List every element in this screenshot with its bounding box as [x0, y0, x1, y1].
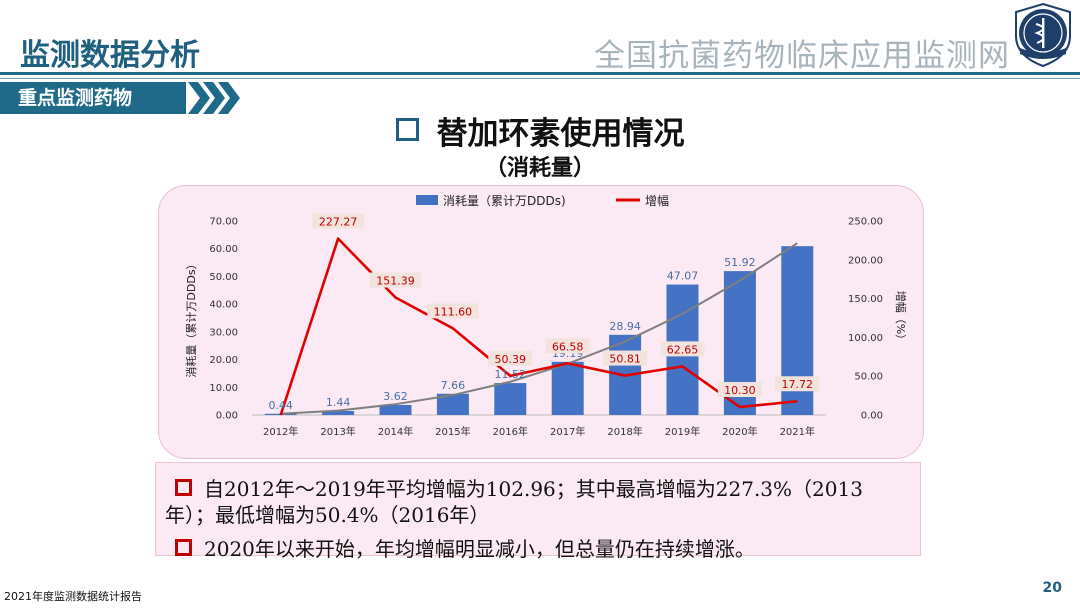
y-tick-label: 20.00: [209, 355, 238, 366]
note-item-2: 2020年以来开始，年均增幅明显减小，但总量仍在持续增涨。: [175, 533, 755, 562]
x-tick-label: 2013年: [320, 425, 355, 438]
growth-label-box: [545, 338, 590, 354]
x-tick-label: 2018年: [607, 425, 642, 438]
growth-data-label: 62.65: [667, 343, 699, 356]
y-right-tick-label: 50.00: [854, 372, 883, 383]
growth-line: [279, 237, 798, 416]
bar: [551, 361, 584, 415]
bar-data-label: 3.62: [383, 390, 408, 403]
report-name: 2021年度监测数据统计报告: [4, 590, 142, 603]
bar-data-label: 28.94: [609, 320, 641, 333]
growth-label-box: [603, 350, 648, 366]
x-tick-label: 2014年: [378, 425, 413, 438]
bar: [494, 383, 527, 415]
x-tick-label: 2020年: [722, 425, 757, 438]
y-tick-label: 50.00: [209, 272, 238, 283]
x-tick-label: 2017年: [550, 425, 585, 438]
growth-data-label: 111.60: [434, 305, 473, 318]
legend-swatch-bar: [416, 195, 438, 205]
growth-data-label: 17.72: [782, 378, 814, 391]
x-tick-label: 2012年: [263, 425, 298, 438]
section-tab: 重点监测药物: [0, 82, 186, 114]
y-tick-label: 0.00: [216, 411, 238, 422]
note-text-2: 2020年以来开始，年均增幅明显减小，但总量仍在持续增涨。: [204, 537, 755, 561]
y-right-axis-label: 增幅（%）: [894, 291, 908, 345]
note-item-1: 自2012年～2019年平均增幅为102.96；其中最高增幅为227.3%（20…: [175, 473, 863, 502]
growth-data-label: 50.39: [495, 353, 527, 366]
bar: [379, 404, 412, 415]
y-right-tick-label: 250.00: [848, 217, 883, 228]
growth-data-label: 66.58: [552, 340, 584, 353]
bar: [436, 393, 469, 415]
page-header-title: 监测数据分析: [20, 38, 200, 73]
chevron-right-icon: [188, 82, 240, 114]
x-tick-label: 2019年: [665, 425, 700, 438]
note-text-1: 自2012年～2019年平均增幅为102.96；其中最高增幅为227.3%（20…: [204, 477, 863, 501]
growth-data-label: 50.81: [609, 353, 641, 366]
x-tick-label: 2015年: [435, 425, 470, 438]
bar-data-label: 11.52: [495, 368, 527, 381]
notes-panel: [155, 462, 921, 556]
growth-data-label: 151.39: [376, 275, 415, 288]
y-right-tick-label: 100.00: [848, 333, 883, 344]
chart-subtitle: （消耗量）: [484, 156, 595, 181]
y-axis-label: 消耗量（累计万DDDs）: [184, 258, 198, 377]
header-rule: [0, 72, 1080, 75]
growth-data-label: 227.27: [319, 216, 358, 229]
y-tick-label: 10.00: [209, 383, 238, 394]
page-number: 20: [1042, 580, 1062, 596]
y-tick-label: 30.00: [209, 327, 238, 338]
y-tick-label: 40.00: [209, 300, 238, 311]
growth-label-box: [660, 341, 705, 357]
bar-data-label: 0.44: [268, 399, 293, 412]
bar-data-label: 47.07: [667, 270, 699, 283]
square-bullet-icon: [395, 118, 419, 141]
bar-data-label: 51.92: [724, 256, 756, 269]
bar-data-label: 1.44: [326, 396, 351, 409]
growth-label-box: [775, 376, 820, 392]
chart-main-title: 替加环素使用情况: [0, 108, 1080, 153]
y-tick-label: 70.00: [209, 217, 238, 228]
growth-data-label: 10.30: [724, 384, 756, 397]
red-square-bullet-icon: [175, 479, 192, 496]
bar-data-label: 7.66: [441, 379, 466, 392]
red-square-bullet-icon: [175, 539, 192, 556]
trend-line: [280, 242, 798, 415]
org-name: 全国抗菌药物临床应用监测网: [594, 38, 1010, 74]
y-right-tick-label: 150.00: [848, 294, 883, 305]
x-tick-label: 2016年: [493, 425, 528, 438]
bar: [322, 411, 355, 415]
y-right-tick-label: 200.00: [848, 255, 883, 266]
growth-label-box: [312, 213, 364, 229]
growth-label-box: [369, 272, 422, 288]
x-tick-label: 2021年: [780, 425, 815, 438]
org-logo-icon: [1015, 2, 1071, 68]
note-item-1-cont: 年）；最低增幅为50.4%（2016年）: [165, 503, 490, 527]
legend-label-bar: 消耗量（累计万DDDs): [443, 194, 566, 208]
y-tick-label: 60.00: [209, 244, 238, 255]
header-rule-thin: [0, 78, 1080, 79]
growth-label-box: [717, 382, 762, 398]
main-title-text: 替加环素使用情况: [436, 116, 685, 152]
y-right-tick-label: 0.00: [861, 411, 883, 422]
legend-label-line: 增幅: [645, 193, 669, 208]
growth-label-box: [427, 303, 479, 319]
growth-label-box: [488, 350, 533, 366]
